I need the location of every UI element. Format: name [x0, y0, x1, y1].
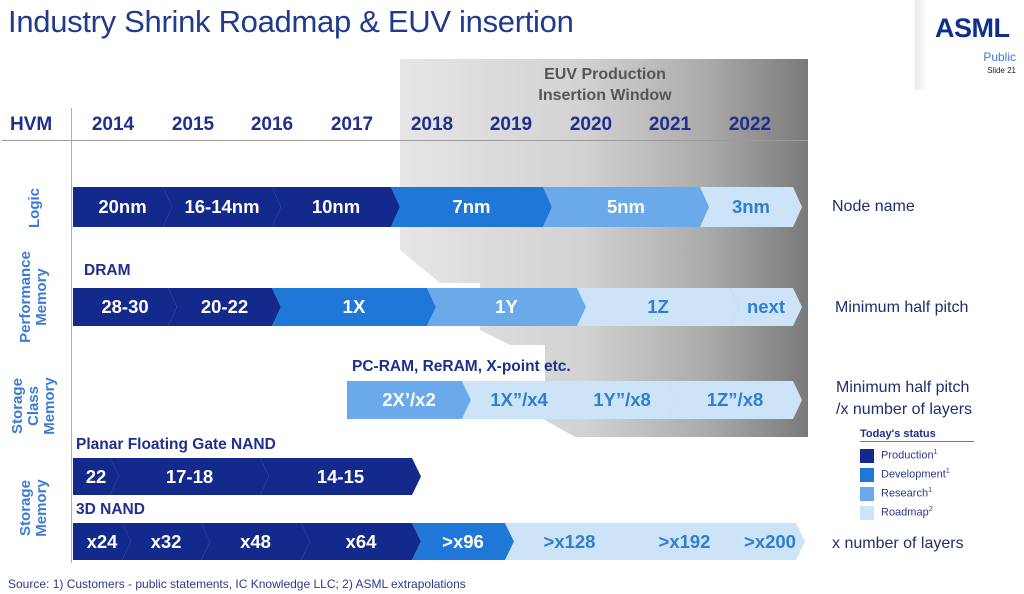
scm-label: PC-RAM, ReRAM, X-point etc.: [352, 358, 571, 375]
legend-label: Production1: [881, 449, 938, 462]
slide-number: Slide 21: [987, 66, 1016, 75]
year-2017: 2017: [330, 114, 374, 135]
roadmap-swatch-icon: [860, 505, 874, 520]
dram-description: Minimum half pitch: [835, 299, 969, 316]
3d-nand-segment: x64: [301, 523, 421, 560]
euv-window-label: EUV Production Insertion Window: [500, 64, 710, 106]
legend-item-research: Research1: [860, 484, 974, 503]
source-footnote: Source: 1) Customers - public statements…: [8, 577, 466, 591]
dram-segment: 1Y: [427, 288, 586, 326]
logic-segment: 5nm: [543, 187, 709, 227]
legend-label: Development1: [881, 468, 950, 481]
euv-window-line1: EUV Production: [544, 66, 666, 83]
planar-nand-segment: 17-18: [110, 458, 269, 495]
scm-description-line1: Minimum half pitch: [836, 379, 970, 396]
logic-segment: 3nm: [700, 187, 802, 227]
year-2022: 2022: [728, 114, 772, 135]
category-line: Memory: [33, 268, 50, 326]
logic-description: Node name: [832, 198, 915, 215]
scm-segment: 1X”/x4: [462, 381, 576, 419]
year-2020: 2020: [569, 114, 613, 135]
3d-nand-description: x number of layers: [832, 535, 964, 552]
logic-segment: 10nm: [272, 187, 400, 227]
planar-nand-segment: 22: [73, 458, 119, 495]
legend-item-roadmap: Roadmap2: [860, 503, 974, 522]
scm-segment: 1Z”/x8: [668, 381, 802, 419]
category-line: Storage: [9, 378, 26, 434]
category-storage-class-memory: Storage Class Memory: [9, 356, 60, 456]
category-line: Memory: [41, 377, 58, 435]
development-swatch-icon: [860, 467, 874, 482]
3d-nand-segment: >x192: [625, 523, 744, 560]
scm-segment: 2X’/x2: [347, 381, 471, 419]
status-legend: Today's status Production1 Development1 …: [860, 428, 974, 522]
category-line: Performance: [17, 251, 34, 343]
legend-label: Roadmap2: [881, 506, 933, 519]
scm-segment: 1Y”/x8: [567, 381, 677, 419]
legend-item-development: Development1: [860, 465, 974, 484]
dram-label: DRAM: [84, 262, 131, 279]
category-performance-memory: Performance Memory: [17, 232, 52, 362]
classification-label: Public: [983, 50, 1016, 64]
planar-nand-label: Planar Floating Gate NAND: [76, 436, 276, 453]
year-2016: 2016: [250, 114, 294, 135]
dram-segment: 1Z: [577, 288, 739, 326]
logic-segment: 16-14nm: [163, 187, 281, 227]
legend-title: Today's status: [860, 428, 974, 442]
year-2015: 2015: [171, 114, 215, 135]
year-2021: 2021: [648, 114, 692, 135]
dram-segment: 1X: [272, 288, 436, 326]
3d-nand-segment: x48: [201, 523, 310, 560]
research-swatch-icon: [860, 486, 874, 501]
3d-nand-segment: x24: [73, 523, 131, 560]
category-divider: [71, 108, 72, 563]
scm-description-line2: /x number of layers: [836, 401, 973, 418]
3d-nand-segment: >x128: [505, 523, 634, 560]
asml-logo: ASML: [935, 13, 1010, 43]
3d-nand-segment: >x96: [412, 523, 514, 560]
euv-window-line2: Insertion Window: [538, 87, 672, 104]
category-storage-memory: Storage Memory: [17, 468, 52, 548]
3d-nand-label: 3D NAND: [76, 501, 145, 518]
legend-item-production: Production1: [860, 446, 974, 465]
category-line: Class: [25, 385, 42, 427]
year-2019: 2019: [489, 114, 533, 135]
legend-label: Research1: [881, 487, 932, 500]
logic-segment: 7nm: [391, 187, 552, 227]
scm-description: Minimum half pitch /x number of layers: [836, 377, 972, 421]
dram-segment: 20-22: [168, 288, 281, 326]
logic-segment: 20nm: [73, 187, 172, 227]
category-line: Storage: [17, 480, 34, 536]
3d-nand-segment: >x200: [735, 523, 805, 560]
year-2014: 2014: [91, 114, 135, 135]
planar-nand-segment: 14-15: [260, 458, 421, 495]
slide-title: Industry Shrink Roadmap & EUV insertion: [8, 4, 574, 39]
category-line: Memory: [33, 479, 50, 537]
year-2018: 2018: [410, 114, 454, 135]
logo-panel: [915, 0, 1024, 90]
dram-segment: next: [730, 288, 802, 326]
dram-segment: 28-30: [73, 288, 177, 326]
3d-nand-segment: x32: [122, 523, 210, 560]
production-swatch-icon: [860, 448, 874, 463]
hvm-header: HVM: [10, 114, 53, 135]
header-divider: [2, 140, 808, 141]
